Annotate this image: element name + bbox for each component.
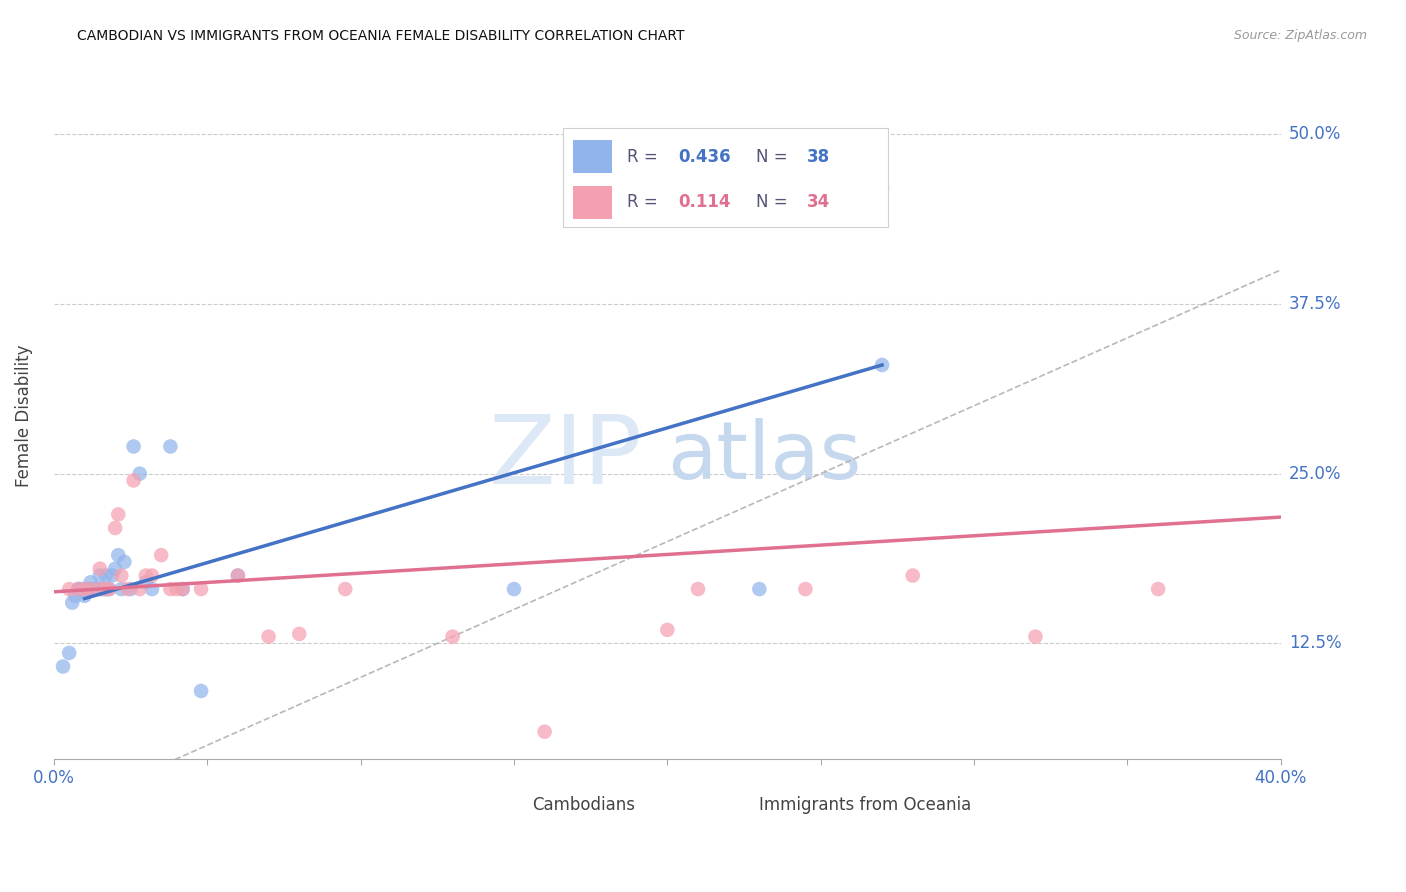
Point bbox=[686, 582, 709, 596]
Point bbox=[226, 568, 249, 582]
Point bbox=[101, 568, 124, 582]
Text: 50.0%: 50.0% bbox=[1289, 125, 1341, 143]
Point bbox=[110, 568, 132, 582]
Bar bbox=[710, 796, 747, 815]
Point bbox=[60, 596, 83, 610]
Point bbox=[503, 582, 526, 596]
Point bbox=[52, 659, 75, 673]
Point bbox=[190, 684, 212, 698]
Point bbox=[79, 582, 101, 596]
Text: N =: N = bbox=[755, 194, 793, 211]
Text: Cambodians: Cambodians bbox=[533, 797, 636, 814]
Point bbox=[94, 582, 117, 596]
Point bbox=[870, 358, 893, 372]
Point bbox=[135, 575, 157, 590]
Point bbox=[441, 630, 464, 644]
Point bbox=[112, 555, 135, 569]
Point bbox=[83, 582, 105, 596]
Text: CAMBODIAN VS IMMIGRANTS FROM OCEANIA FEMALE DISABILITY CORRELATION CHART: CAMBODIAN VS IMMIGRANTS FROM OCEANIA FEM… bbox=[77, 29, 685, 43]
Point bbox=[73, 582, 96, 596]
Point bbox=[128, 582, 150, 596]
Point bbox=[117, 582, 139, 596]
Point bbox=[89, 568, 111, 582]
Point bbox=[159, 440, 181, 454]
Point bbox=[79, 582, 101, 596]
Point bbox=[86, 582, 108, 596]
Point bbox=[79, 575, 101, 590]
Point bbox=[58, 646, 80, 660]
Point bbox=[89, 582, 111, 596]
Point bbox=[166, 582, 188, 596]
Point bbox=[657, 623, 679, 637]
Point bbox=[141, 568, 163, 582]
Point bbox=[89, 582, 111, 596]
Point bbox=[901, 568, 924, 582]
Point bbox=[70, 582, 93, 596]
Point bbox=[122, 440, 145, 454]
Point bbox=[1024, 630, 1046, 644]
Point bbox=[73, 589, 96, 603]
Text: 34: 34 bbox=[807, 194, 831, 211]
Point bbox=[135, 568, 157, 582]
Point bbox=[128, 467, 150, 481]
Text: 12.5%: 12.5% bbox=[1289, 634, 1341, 652]
Point bbox=[65, 589, 87, 603]
Point bbox=[89, 562, 111, 576]
Point bbox=[94, 568, 117, 582]
Point bbox=[226, 568, 249, 582]
Point bbox=[335, 582, 357, 596]
Point bbox=[73, 582, 96, 596]
Text: 38: 38 bbox=[807, 148, 831, 166]
Bar bbox=[572, 140, 612, 173]
Point bbox=[58, 582, 80, 596]
Point bbox=[172, 582, 194, 596]
Point bbox=[870, 181, 893, 195]
Point bbox=[67, 582, 90, 596]
Text: 0.114: 0.114 bbox=[678, 194, 731, 211]
Point bbox=[748, 582, 770, 596]
Point bbox=[104, 562, 127, 576]
Text: N =: N = bbox=[755, 148, 793, 166]
Point bbox=[190, 582, 212, 596]
Text: 0.436: 0.436 bbox=[678, 148, 731, 166]
Point bbox=[533, 724, 555, 739]
Point bbox=[110, 582, 132, 596]
Point bbox=[120, 582, 142, 596]
Text: Source: ZipAtlas.com: Source: ZipAtlas.com bbox=[1233, 29, 1367, 42]
Point bbox=[91, 582, 114, 596]
Text: R =: R = bbox=[627, 194, 668, 211]
Point bbox=[794, 582, 817, 596]
Point bbox=[107, 548, 129, 562]
Point bbox=[98, 582, 121, 596]
Point bbox=[104, 521, 127, 535]
Bar bbox=[572, 186, 612, 219]
Y-axis label: Female Disability: Female Disability bbox=[15, 344, 32, 487]
Point bbox=[107, 508, 129, 522]
Point bbox=[150, 548, 173, 562]
Point bbox=[67, 582, 90, 596]
Point bbox=[288, 627, 311, 641]
Point bbox=[159, 582, 181, 596]
Point bbox=[94, 582, 117, 596]
Text: ZIP: ZIP bbox=[489, 410, 643, 504]
Point bbox=[76, 582, 98, 596]
Text: 37.5%: 37.5% bbox=[1289, 295, 1341, 313]
Point bbox=[83, 582, 105, 596]
Text: 25.0%: 25.0% bbox=[1289, 465, 1341, 483]
Point bbox=[257, 630, 280, 644]
Point bbox=[141, 582, 163, 596]
Point bbox=[172, 582, 194, 596]
Text: R =: R = bbox=[627, 148, 662, 166]
Point bbox=[1147, 582, 1170, 596]
Text: atlas: atlas bbox=[668, 418, 862, 496]
Point bbox=[67, 582, 90, 596]
Bar bbox=[484, 796, 520, 815]
Point bbox=[98, 582, 121, 596]
Point bbox=[122, 474, 145, 488]
Text: Immigrants from Oceania: Immigrants from Oceania bbox=[759, 797, 972, 814]
FancyBboxPatch shape bbox=[562, 128, 889, 227]
